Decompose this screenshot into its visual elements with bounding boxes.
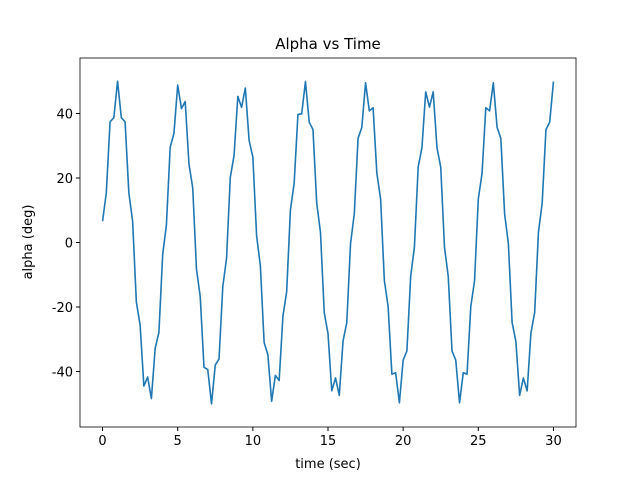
x-tick-label: 25 xyxy=(470,434,487,449)
y-axis-label: alpha (deg) xyxy=(21,205,36,280)
x-tick-label: 0 xyxy=(98,434,106,449)
x-tick-label: 20 xyxy=(395,434,412,449)
x-axis-label: time (sec) xyxy=(295,457,361,472)
y-tick-label: -20 xyxy=(52,301,73,316)
x-tick-label: 30 xyxy=(545,434,562,449)
plot-frame xyxy=(79,57,577,428)
data-line xyxy=(101,80,555,405)
y-tick-label: 20 xyxy=(56,172,73,187)
x-tick-label: 15 xyxy=(320,434,337,449)
x-tick-label: 10 xyxy=(245,434,262,449)
y-tick-label: 40 xyxy=(56,107,73,122)
x-tick-label: 5 xyxy=(174,434,182,449)
y-tick-label: 0 xyxy=(65,237,73,252)
y-tick-label: -40 xyxy=(52,366,73,381)
chart-title: Alpha vs Time xyxy=(275,35,381,53)
